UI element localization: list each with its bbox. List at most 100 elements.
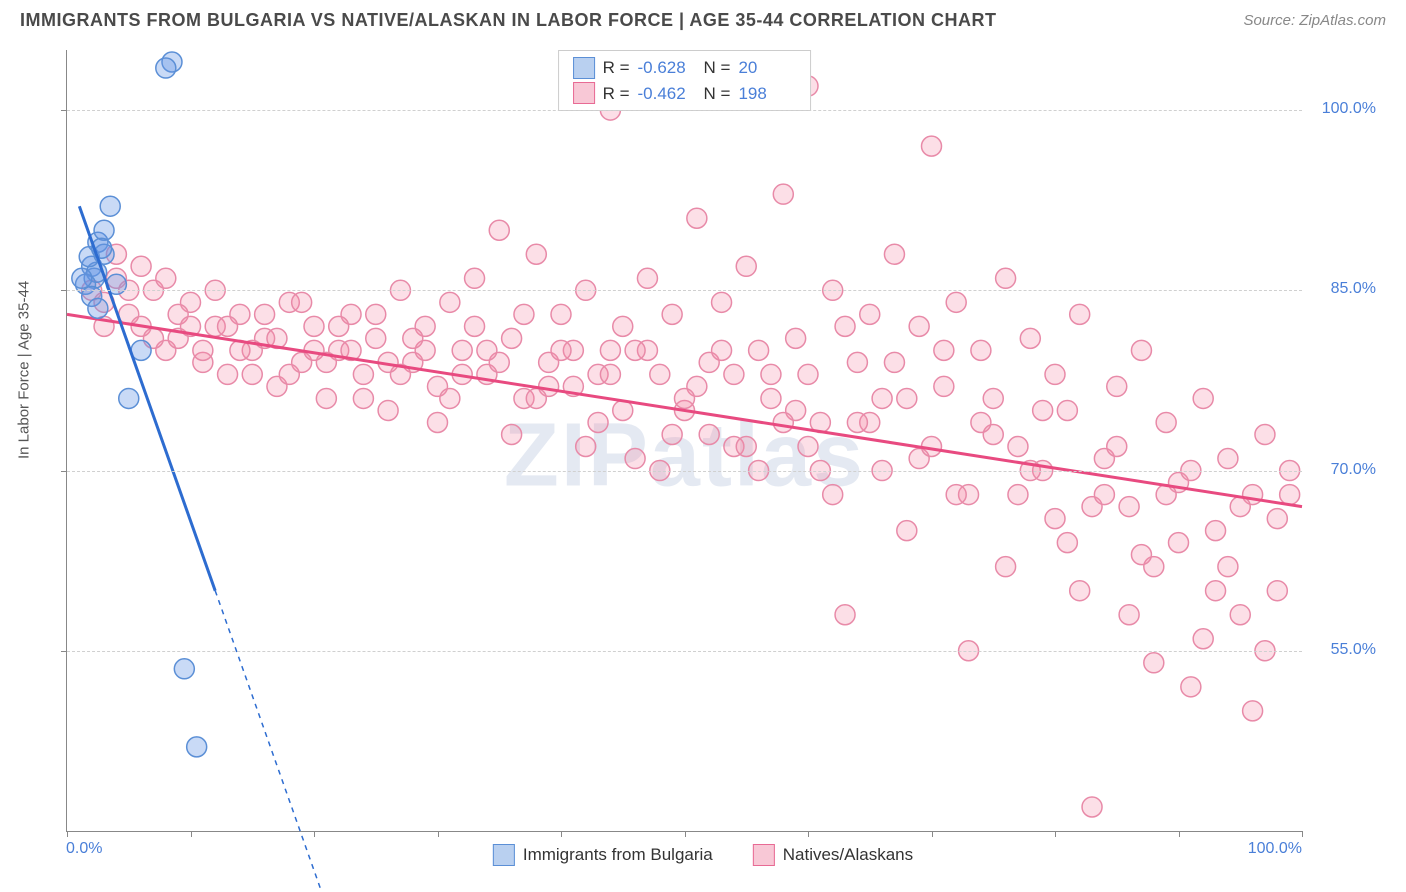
correlation-legend: R = -0.628 N = 20 R = -0.462 N = 198 <box>558 50 812 111</box>
data-point-bulgaria <box>72 268 92 288</box>
data-point-natives <box>847 352 867 372</box>
data-point-natives <box>872 388 892 408</box>
data-point-natives <box>773 184 793 204</box>
data-point-natives <box>489 220 509 240</box>
data-point-natives <box>1045 509 1065 529</box>
data-point-natives <box>798 437 818 457</box>
swatch-natives <box>573 82 595 104</box>
data-point-natives <box>971 412 991 432</box>
chart-container: In Labor Force | Age 35-44 ZIPatlas R = … <box>20 42 1386 876</box>
plot-area: ZIPatlas R = -0.628 N = 20 R = -0.462 N … <box>66 50 1302 832</box>
data-point-natives <box>1144 653 1164 673</box>
data-point-natives <box>712 292 732 312</box>
data-point-natives <box>292 292 312 312</box>
data-point-natives <box>699 424 719 444</box>
x-tick <box>438 831 439 837</box>
data-point-natives <box>588 412 608 432</box>
data-point-natives <box>1193 629 1213 649</box>
gridline <box>67 651 1302 652</box>
data-point-natives <box>884 244 904 264</box>
data-point-natives <box>971 340 991 360</box>
n-value-natives: 198 <box>738 81 796 107</box>
data-point-natives <box>279 364 299 384</box>
data-point-bulgaria <box>88 298 108 318</box>
n-label: N = <box>704 81 731 107</box>
data-point-natives <box>712 340 732 360</box>
data-point-natives <box>1181 677 1201 697</box>
y-tick-label: 70.0% <box>1331 461 1376 479</box>
data-point-natives <box>1094 485 1114 505</box>
data-point-natives <box>749 340 769 360</box>
r-label: R = <box>603 55 630 81</box>
data-point-natives <box>477 340 497 360</box>
x-tick <box>932 831 933 837</box>
data-point-natives <box>1230 605 1250 625</box>
legend-row-natives: R = -0.462 N = 198 <box>573 81 797 107</box>
data-point-natives <box>897 521 917 541</box>
gridline <box>67 110 1302 111</box>
data-point-natives <box>1033 400 1053 420</box>
data-point-natives <box>687 208 707 228</box>
n-label: N = <box>704 55 731 81</box>
data-point-natives <box>823 485 843 505</box>
data-point-natives <box>1119 497 1139 517</box>
legend-label-natives: Natives/Alaskans <box>783 845 913 865</box>
x-tick-min: 0.0% <box>66 840 102 858</box>
data-point-natives <box>403 328 423 348</box>
data-point-natives <box>218 364 238 384</box>
data-point-natives <box>1070 304 1090 324</box>
y-axis-label: In Labor Force | Age 35-44 <box>16 281 33 459</box>
data-point-natives <box>1131 340 1151 360</box>
x-tick <box>808 831 809 837</box>
x-tick <box>1179 831 1180 837</box>
series-legend: Immigrants from Bulgaria Natives/Alaskan… <box>493 844 913 866</box>
data-point-natives <box>156 268 176 288</box>
r-label: R = <box>603 81 630 107</box>
data-point-natives <box>440 388 460 408</box>
data-point-natives <box>934 340 954 360</box>
gridline <box>67 471 1302 472</box>
data-point-natives <box>1218 449 1238 469</box>
data-point-natives <box>1119 605 1139 625</box>
x-tick <box>314 831 315 837</box>
data-point-natives <box>304 316 324 336</box>
data-point-natives <box>884 352 904 372</box>
data-point-natives <box>440 292 460 312</box>
data-point-natives <box>946 292 966 312</box>
data-point-natives <box>1206 521 1226 541</box>
data-point-natives <box>452 340 472 360</box>
data-point-natives <box>798 364 818 384</box>
data-point-natives <box>502 424 522 444</box>
r-value-natives: -0.462 <box>638 81 696 107</box>
scatter-plot-svg <box>67 50 1302 831</box>
data-point-natives <box>551 340 571 360</box>
data-point-natives <box>242 364 262 384</box>
data-point-natives <box>1008 437 1028 457</box>
data-point-natives <box>835 605 855 625</box>
data-point-natives <box>1045 364 1065 384</box>
data-point-natives <box>625 449 645 469</box>
data-point-natives <box>465 316 485 336</box>
data-point-natives <box>576 437 596 457</box>
data-point-natives <box>1082 797 1102 817</box>
data-point-natives <box>761 388 781 408</box>
x-tick <box>1302 831 1303 837</box>
data-point-natives <box>946 485 966 505</box>
data-point-natives <box>1206 581 1226 601</box>
y-tick-label: 100.0% <box>1322 100 1376 118</box>
data-point-natives <box>1193 388 1213 408</box>
y-tick-label: 55.0% <box>1331 641 1376 659</box>
swatch-bulgaria <box>573 57 595 79</box>
data-point-natives <box>736 256 756 276</box>
data-point-natives <box>897 388 917 408</box>
data-point-natives <box>514 304 534 324</box>
x-tick <box>1055 831 1056 837</box>
data-point-natives <box>1057 400 1077 420</box>
data-point-natives <box>761 364 781 384</box>
gridline <box>67 290 1302 291</box>
data-point-natives <box>662 424 682 444</box>
data-point-natives <box>131 256 151 276</box>
data-point-bulgaria <box>174 659 194 679</box>
legend-label-bulgaria: Immigrants from Bulgaria <box>523 845 713 865</box>
data-point-natives <box>650 364 670 384</box>
